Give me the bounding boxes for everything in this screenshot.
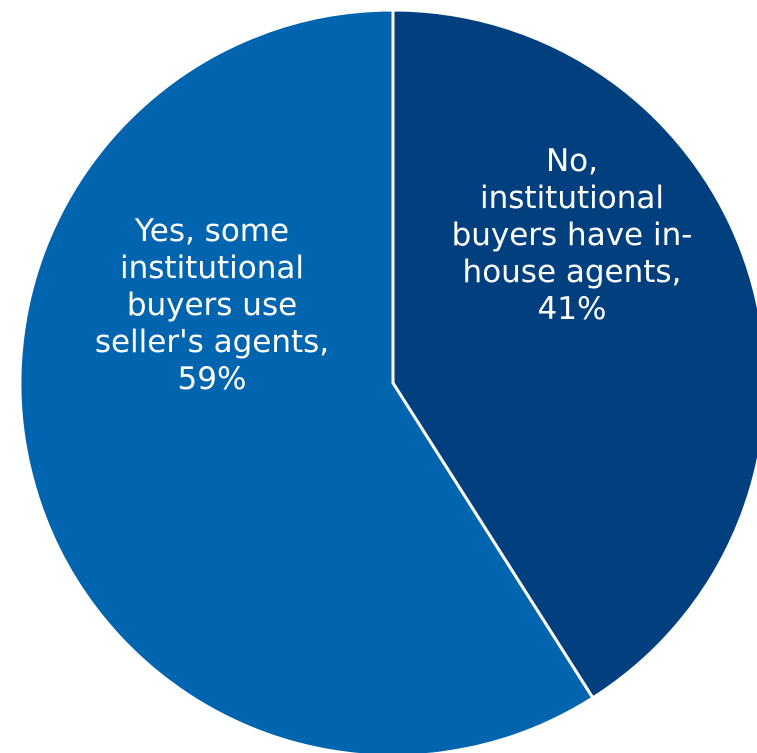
pie-labels: No, institutional buyers have in-house age… (95, 143, 693, 397)
pie-slice-label-line: 41% (538, 291, 607, 327)
pie-slice-1 (18, 8, 595, 753)
pie-slice-label-line: Yes, some (134, 213, 289, 249)
pie-slice-label-line: buyers use (127, 287, 297, 323)
pie-slice-label-line: institutional (120, 250, 304, 286)
pie-slice-label-line: buyers have in- (452, 217, 693, 253)
pie-slices (18, 8, 757, 753)
pie-slice-label-line: house agents, (463, 254, 682, 290)
pie-slice-label-0: No, institutional buyers have in-house age… (452, 143, 693, 327)
pie-slice-label-line: institutional (480, 180, 664, 216)
pie-slice-label-1: Yes, some institutional buyers use seller's… (95, 213, 329, 397)
pie-slice-label-line: seller's agents, (95, 324, 329, 360)
pie-slice-label-line: No, (546, 143, 598, 179)
pie-slice-label-line: 59% (178, 361, 247, 397)
